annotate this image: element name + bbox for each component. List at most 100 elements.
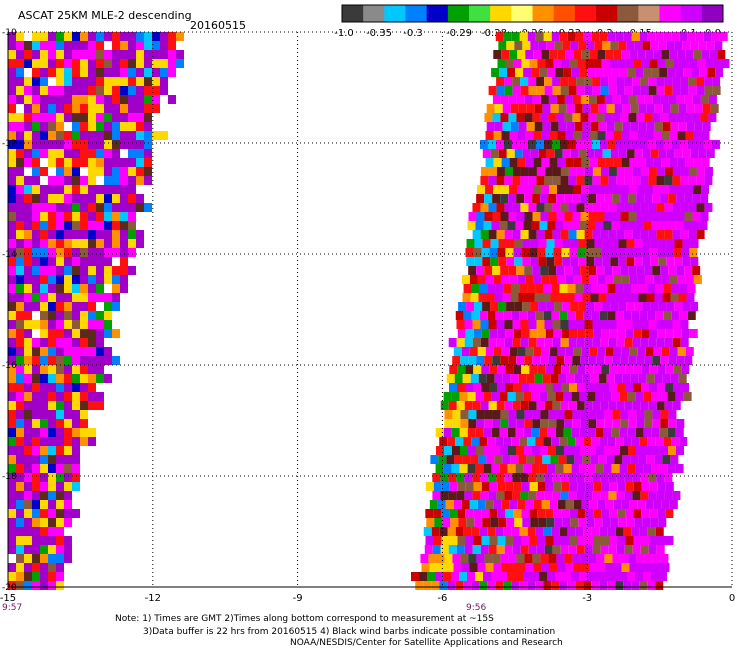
east-swath-cell [636,194,645,203]
east-swath-cell [624,545,633,554]
east-swath-cell [504,230,513,239]
east-swath-cell [531,392,540,401]
west-swath-cell [64,500,72,509]
west-swath-cell [24,320,32,329]
east-swath-cell [546,41,555,50]
east-swath-cell [580,356,589,365]
east-swath-cell [651,428,660,437]
west-swath-cell [112,302,120,311]
west-swath-cell [128,230,136,239]
east-swath-cell [528,86,537,95]
east-swath-cell [467,446,476,455]
east-swath-cell [556,554,565,563]
east-swath-cell [543,581,552,590]
west-swath-cell [104,158,112,167]
east-swath-cell [624,230,633,239]
east-swath-cell [584,545,593,554]
east-swath-cell [583,32,592,41]
east-swath-cell [656,320,665,329]
east-swath-cell [681,365,690,374]
east-swath-cell [579,392,588,401]
west-swath-cell [24,185,32,194]
east-swath-cell [683,221,692,230]
west-swath-cell [48,509,56,518]
east-swath-cell [522,41,531,50]
east-swath-cell [644,212,653,221]
west-swath-cell [72,347,80,356]
east-swath-cell [600,491,609,500]
east-swath-cell [606,104,615,113]
west-swath-cell [24,50,32,59]
east-swath-cell [648,401,657,410]
west-swath-cell [104,203,112,212]
west-swath-cell [56,293,64,302]
west-swath-cell [144,68,152,77]
east-swath-cell [511,32,520,41]
east-swath-cell [582,374,591,383]
east-swath-cell [614,104,623,113]
east-swath-cell [521,365,530,374]
east-swath-cell [595,392,604,401]
east-swath-cell [693,131,702,140]
east-swath-cell [679,311,688,320]
east-swath-cell [636,419,645,428]
east-swath-cell [571,392,580,401]
west-swath-cell [48,374,56,383]
east-swath-cell [669,500,678,509]
east-swath-cell [663,284,672,293]
east-swath-cell [526,455,535,464]
east-swath-cell [489,329,498,338]
west-swath-cell [48,194,56,203]
east-swath-cell [637,158,646,167]
east-swath-cell [504,473,513,482]
east-swath-cell [476,410,485,419]
west-swath-cell [16,365,24,374]
west-swath-cell [48,59,56,68]
west-swath-cell [16,203,24,212]
east-swath-cell [475,221,484,230]
east-swath-cell [547,68,556,77]
west-swath-cell [24,419,32,428]
east-swath-cell [410,572,419,581]
east-swath-cell [639,140,648,149]
east-swath-cell [572,419,581,428]
west-swath-cell [136,203,144,212]
west-swath-cell [24,464,32,473]
east-swath-cell [642,572,651,581]
east-swath-cell [484,194,493,203]
east-swath-cell [429,563,438,572]
east-swath-cell [561,509,570,518]
east-swath-cell [657,536,666,545]
west-swath-cell [88,356,96,365]
east-swath-cell [506,239,515,248]
west-swath-cell [56,185,64,194]
west-swath-cell [64,536,72,545]
west-swath-cell [128,158,136,167]
east-swath-cell [607,527,616,536]
west-swath-cell [80,248,88,257]
east-swath-cell [614,374,623,383]
east-swath-cell [672,77,681,86]
east-swath-cell [500,410,509,419]
east-swath-cell [591,284,600,293]
east-swath-cell [620,95,629,104]
east-swath-cell [549,347,558,356]
east-swath-cell [575,140,584,149]
east-swath-cell [515,428,524,437]
west-swath-cell [72,41,80,50]
west-swath-cell [24,95,32,104]
east-swath-cell [429,500,438,509]
east-swath-cell [711,140,720,149]
west-swath-cell [16,437,24,446]
east-swath-cell [446,374,455,383]
east-swath-cell [497,329,506,338]
east-swath-cell [473,383,482,392]
east-swath-cell [649,329,658,338]
west-swath-cell [72,59,80,68]
west-swath-cell [96,59,104,68]
east-swath-cell [566,104,575,113]
east-swath-cell [460,410,469,419]
east-swath-cell [644,266,653,275]
east-swath-cell [612,410,621,419]
east-swath-cell [629,50,638,59]
